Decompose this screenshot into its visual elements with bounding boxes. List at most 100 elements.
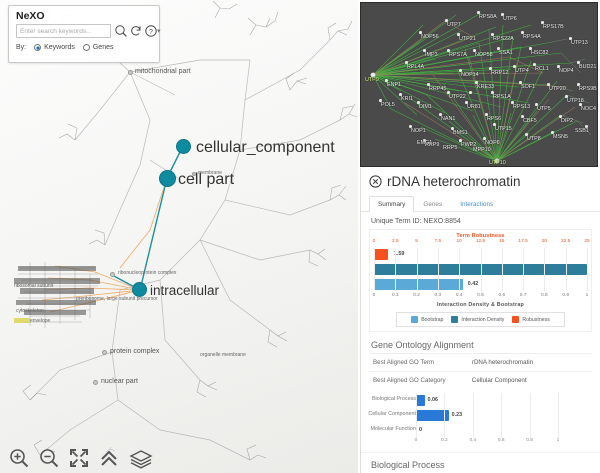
legend-item-robustness[interactable]: Robustness [512,316,550,323]
axis-tick-bottom: 0.7 [519,293,527,298]
radio-genes[interactable] [82,44,90,51]
gene-node[interactable] [521,115,524,118]
chevron-down-icon[interactable]: ▾ [157,28,161,35]
bar-robustness [374,249,388,260]
gene-node[interactable] [497,47,500,50]
gene-node[interactable] [465,101,468,104]
gene-node[interactable] [423,49,426,52]
gene-node[interactable] [379,99,382,102]
gene-node[interactable] [409,125,412,128]
radio-genes-label[interactable]: Genes [92,44,114,51]
table-row: Best Aligned GO Term rDNA heterochromati… [369,353,592,371]
radio-keywords-label[interactable]: Keywords [44,44,75,51]
tab-genes[interactable]: Genes [423,201,443,208]
gene-node[interactable] [417,101,420,104]
view-toolbar [0,443,358,473]
layers-icon[interactable] [128,447,154,469]
legend-item-interaction-density[interactable]: Interaction Density [451,316,504,323]
gene-node[interactable] [447,49,450,52]
gene-node[interactable] [475,81,478,84]
graph-node-nuclear-part[interactable] [93,380,98,385]
gene-node[interactable] [459,69,462,72]
refresh-icon[interactable] [129,24,143,38]
graph-node-protein-complex[interactable] [102,350,107,355]
collapse-icon[interactable] [98,447,120,469]
gene-node[interactable] [419,31,422,34]
gene-node[interactable] [459,139,462,142]
graph-node-ribonucleoprotein-complex[interactable] [110,272,115,277]
gene-node[interactable] [541,21,544,24]
gene-node[interactable] [565,95,568,98]
gene-node[interactable] [451,127,454,130]
row-value: rDNA heterochromatin [471,359,534,366]
zoom-out-icon[interactable] [38,447,60,469]
gene-node[interactable] [483,137,486,140]
gene-node[interactable] [559,115,562,118]
gene-node[interactable] [439,113,442,116]
gene-node[interactable] [469,91,472,94]
gene-node[interactable] [385,79,388,82]
gene-node[interactable] [557,65,560,68]
gridline [529,393,531,438]
gene-node[interactable] [525,133,528,136]
gene-node[interactable] [477,11,480,14]
gene-node[interactable] [445,19,448,22]
close-circle-icon[interactable] [369,175,382,188]
gene-node[interactable] [405,61,408,64]
search-icon[interactable] [114,24,128,38]
gene-node[interactable] [533,63,536,66]
gene-node[interactable] [489,67,492,70]
gridline [395,248,397,291]
gene-node[interactable] [491,91,494,94]
gene-node[interactable] [447,91,450,94]
table-row: Best Aligned GO Category Cellular Compon… [369,371,592,389]
gene-node[interactable] [577,83,580,86]
graph-node-intracellular[interactable] [132,282,147,297]
graph-node-membrane[interactable] [192,172,196,176]
row-key: Best Aligned GO Category [373,377,446,384]
legend-label-interaction-density: Interaction Density [461,316,505,323]
search-input[interactable] [16,24,111,38]
gene-node[interactable] [457,33,460,36]
gene-node[interactable] [491,33,494,36]
gene-node[interactable] [423,139,426,142]
gene-node[interactable] [501,13,504,16]
gene-node[interactable] [511,101,514,104]
app-title: NeXO [16,10,45,22]
gene-node[interactable] [569,37,572,40]
gene-node[interactable] [519,81,522,84]
gene-node[interactable] [535,103,538,106]
tab-summary[interactable]: Summary [369,196,415,212]
gene-node[interactable] [485,113,488,116]
gene-node[interactable] [521,31,524,34]
legend-swatch-bootstrap [411,316,419,323]
gene-node[interactable] [577,61,580,64]
graph-node-cell-part[interactable] [159,170,176,187]
gene-node[interactable] [529,47,532,50]
gene-node[interactable] [585,125,588,128]
gene-node[interactable] [579,103,582,106]
go-bar-row-molecular-function: Molecular Function 0 [369,423,592,438]
gridline [501,393,503,438]
gene-node[interactable] [473,49,476,52]
gene-interaction-network[interactable]: UTP9 UTP10 RPS8A UTP6 UTP7 RPS17B NOP56 … [360,2,598,167]
ontology-network-canvas[interactable]: cellular_component cell part intracellul… [0,0,358,473]
search-panel: NeXO ? ▾ [8,5,161,63]
gridline [437,248,439,291]
gene-node[interactable] [513,65,516,68]
gene-node[interactable] [493,123,496,126]
gridline [501,248,503,291]
axis-tick-top: 0 [372,239,376,244]
gene-node[interactable] [399,93,402,96]
help-icon[interactable]: ? [144,24,158,38]
fit-to-screen-icon[interactable] [68,447,90,469]
graph-node-cellular-component[interactable] [176,139,191,154]
legend-item-bootstrap[interactable]: Bootstrap [411,316,443,323]
tab-interactions[interactable]: Interactions [460,201,494,208]
gene-node[interactable] [547,83,550,86]
radio-keywords[interactable] [34,44,42,51]
gene-node[interactable] [551,131,554,134]
graph-node-mitochondrial-part[interactable] [128,70,133,75]
gene-node[interactable] [427,83,430,86]
zoom-in-icon[interactable] [8,447,30,469]
